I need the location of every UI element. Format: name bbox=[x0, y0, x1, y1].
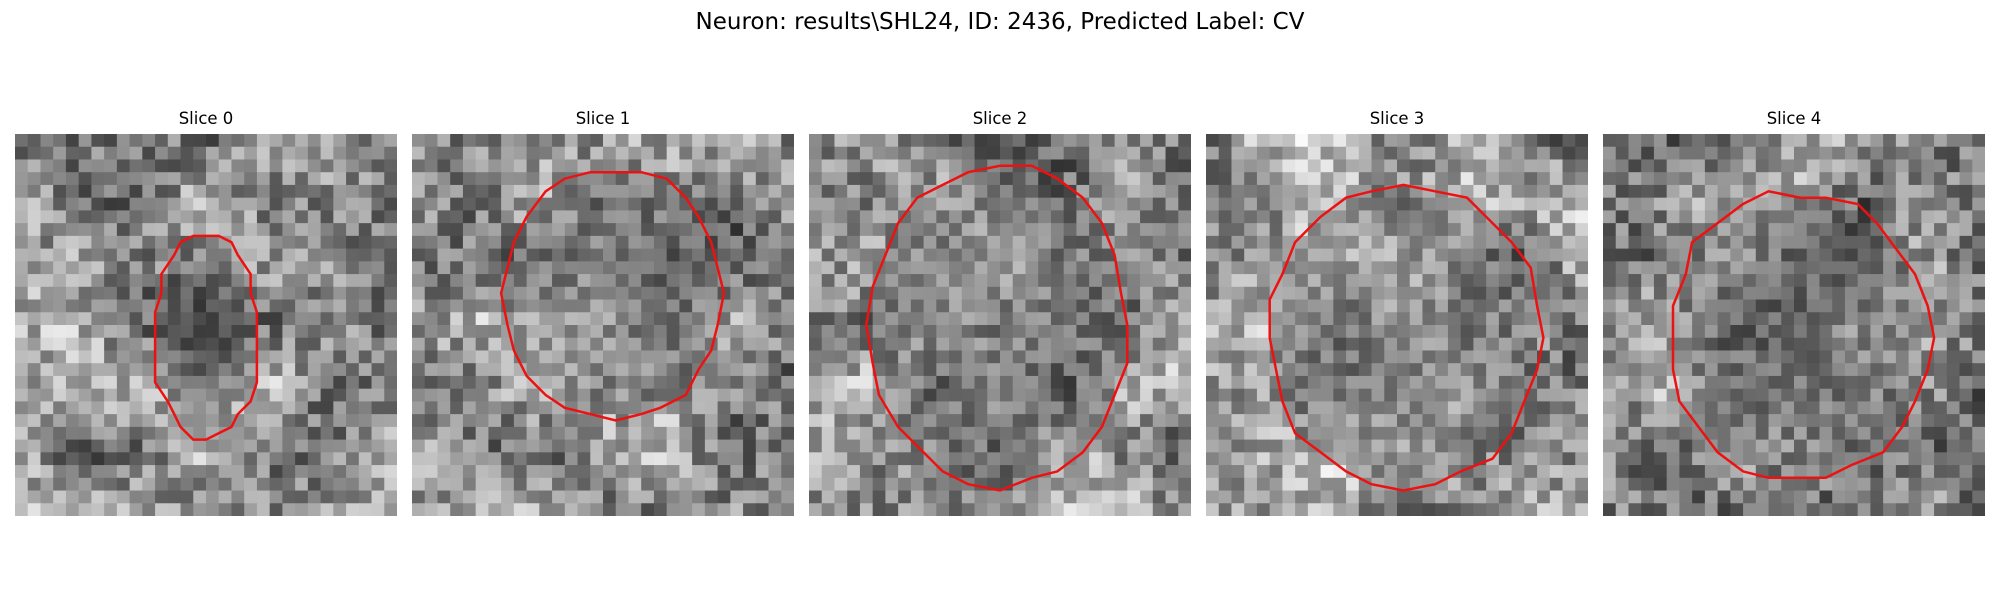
neuron-contour bbox=[499, 170, 726, 422]
neuron-contour bbox=[1268, 183, 1545, 492]
neuron-contour bbox=[865, 164, 1129, 492]
slice-title-0: Slice 0 bbox=[178, 109, 234, 128]
slice-title-4: Slice 4 bbox=[1766, 109, 1822, 128]
slice-pixels bbox=[412, 134, 794, 516]
slice-title-2: Slice 2 bbox=[972, 109, 1028, 128]
figure-title: Neuron: results\SHL24, ID: 2436, Predict… bbox=[695, 9, 1305, 35]
slice-title-3: Slice 3 bbox=[1369, 109, 1425, 128]
slice-pixels bbox=[809, 134, 1191, 516]
slice-image-1 bbox=[412, 134, 794, 516]
slice-pixels bbox=[1603, 134, 1985, 516]
slice-image-3 bbox=[1206, 134, 1588, 516]
slice-image-0 bbox=[15, 134, 397, 516]
slice-title-1: Slice 1 bbox=[575, 109, 631, 128]
neuron-contour bbox=[153, 234, 259, 441]
neuron-contour bbox=[1671, 189, 1936, 480]
slice-image-2 bbox=[809, 134, 1191, 516]
slice-pixels bbox=[1206, 134, 1588, 516]
slice-image-4 bbox=[1603, 134, 1985, 516]
slice-pixels bbox=[15, 134, 397, 516]
